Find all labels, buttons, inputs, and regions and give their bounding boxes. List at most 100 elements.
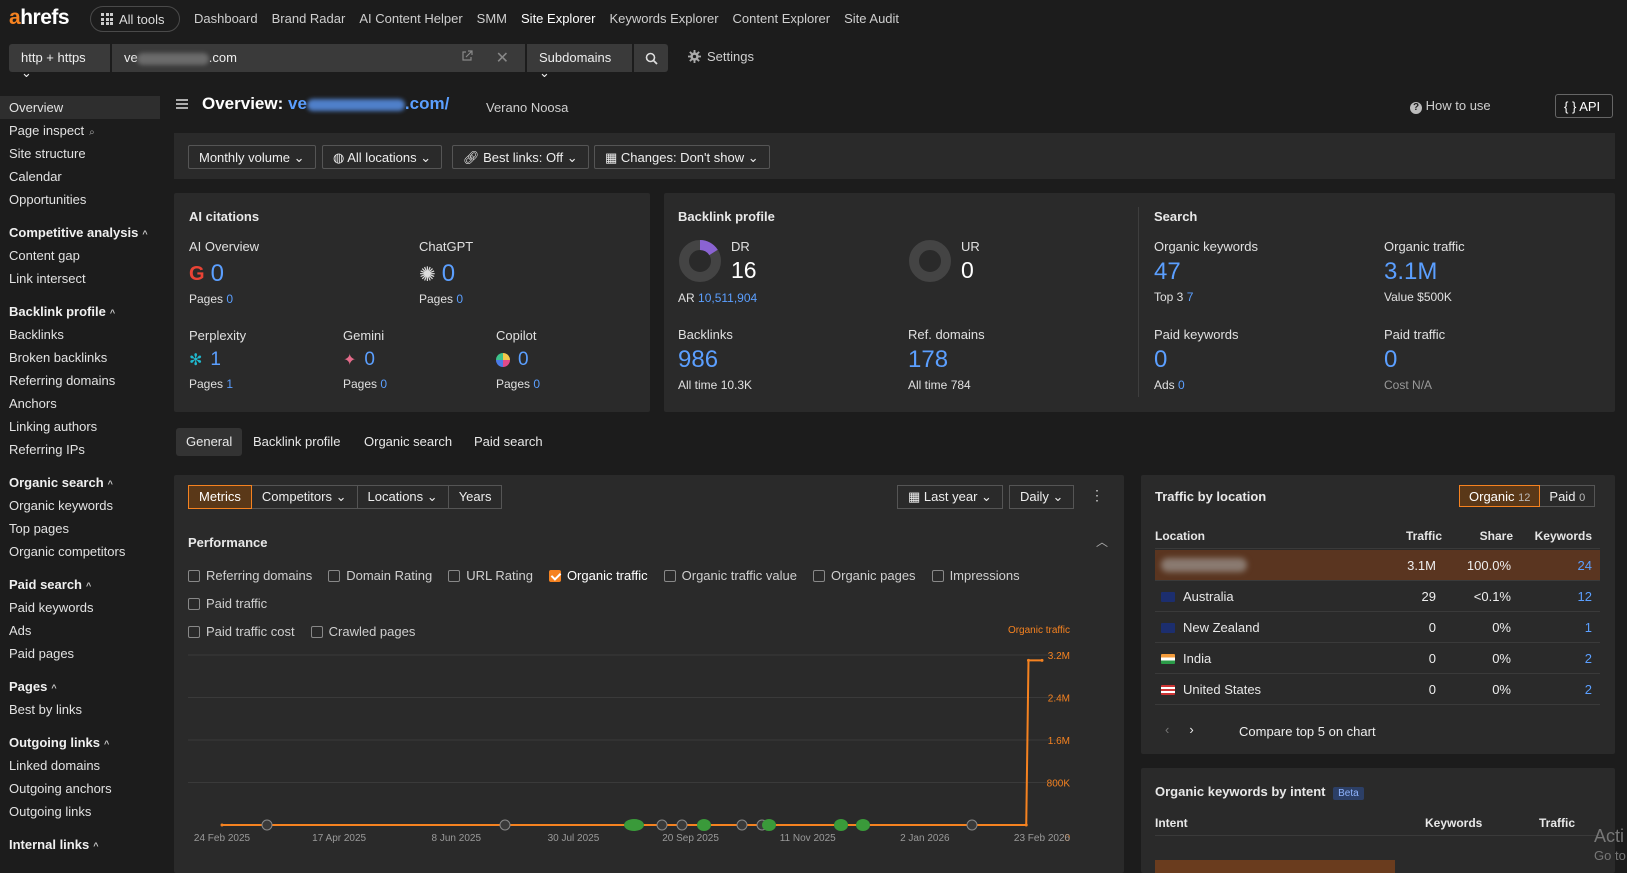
sidebar-item-outgoing-anchors[interactable]: Outgoing anchors — [9, 781, 112, 796]
organic-toggle[interactable]: Organic 12 — [1459, 485, 1541, 507]
ahrefs-logo[interactable]: ahrefs — [9, 6, 70, 29]
nav-site-explorer[interactable]: Site Explorer — [521, 11, 596, 26]
share-cell: 0% — [1492, 620, 1511, 635]
x-tick-label: 20 Sep 2025 — [662, 833, 719, 844]
location-row[interactable]: United States 0 0% 2 — [1155, 674, 1600, 705]
compare-top5-link[interactable]: Compare top 5 on chart — [1239, 724, 1376, 739]
sidebar-group-backlink-profile[interactable]: Backlink profile ^ — [9, 304, 116, 319]
tab-organic-search[interactable]: Organic search — [364, 434, 453, 449]
sidebar-group-organic-search[interactable]: Organic search ^ — [9, 475, 113, 490]
tab-paid-search[interactable]: Paid search — [474, 434, 543, 449]
checkbox-paid-traffic-cost[interactable]: Paid traffic cost — [188, 619, 295, 645]
api-button[interactable]: { } API — [1555, 94, 1613, 118]
sidebar-item-ads[interactable]: Ads — [9, 623, 32, 638]
checkbox-referring-domains[interactable]: Referring domains — [188, 563, 312, 589]
sidebar-item-overview[interactable]: Overview — [0, 96, 160, 119]
years-button[interactable]: Years — [448, 485, 503, 509]
url-input[interactable]: ve .com ✕ — [112, 44, 525, 72]
chevron-right-icon[interactable]: › — [1189, 722, 1194, 737]
keywords-cell[interactable]: 24 — [1577, 558, 1592, 573]
sidebar-item-page-inspect[interactable]: Page inspect ⌕ — [9, 123, 95, 138]
all-tools-button[interactable]: All tools — [90, 6, 180, 32]
traffic-cell: 3.1M — [1407, 558, 1436, 573]
settings-button[interactable]: Settings — [688, 49, 754, 64]
how-to-use-link[interactable]: ? How to use — [1410, 98, 1491, 114]
paid-toggle[interactable]: Paid 0 — [1540, 485, 1596, 507]
sidebar-item-best-by-links[interactable]: Best by links — [9, 702, 82, 717]
more-options-icon[interactable]: ⋮ — [1090, 487, 1104, 503]
sidebar-item-organic-competitors[interactable]: Organic competitors — [9, 544, 126, 559]
keywords-cell[interactable]: 2 — [1584, 651, 1592, 666]
competitors-button[interactable]: Competitors ⌄ — [251, 485, 358, 509]
collapse-icon[interactable]: ︿ — [1096, 535, 1109, 549]
metrics-button[interactable]: Metrics — [188, 485, 252, 509]
tab-general[interactable]: General — [176, 428, 243, 456]
chevron-down-icon: ⌄ — [539, 65, 550, 80]
location-row[interactable]: New Zealand 0 0% 1 — [1155, 612, 1600, 643]
sidebar-item-referring-ips[interactable]: Referring IPs — [9, 442, 85, 457]
sidebar-item-site-structure[interactable]: Site structure — [9, 146, 86, 161]
sidebar-item-referring-domains[interactable]: Referring domains — [9, 373, 116, 388]
location-row[interactable]: India 0 0% 2 — [1155, 643, 1600, 674]
sidebar-item-link-intersect[interactable]: Link intersect — [9, 271, 86, 286]
locations-filter[interactable]: ◍ All locations ⌄ — [322, 145, 443, 169]
sidebar-group-pages[interactable]: Pages ^ — [9, 679, 57, 694]
keywords-cell[interactable]: 2 — [1584, 682, 1592, 697]
nav-keywords-explorer[interactable]: Keywords Explorer — [609, 11, 719, 26]
sidebar-item-anchors[interactable]: Anchors — [9, 396, 57, 411]
unchecked-box-icon — [448, 570, 461, 582]
sidebar-item-linked-domains[interactable]: Linked domains — [9, 758, 101, 773]
sidebar-item-backlinks[interactable]: Backlinks — [9, 327, 64, 342]
protocol-select[interactable]: http + https ⌄ — [9, 44, 110, 80]
checkbox-url-rating[interactable]: URL Rating — [448, 563, 533, 589]
sidebar-item-outgoing-links[interactable]: Outgoing links — [9, 804, 92, 819]
mode-select[interactable]: Subdomains ⌄ — [527, 44, 632, 80]
volume-filter[interactable]: Monthly volume ⌄ — [188, 145, 316, 169]
sidebar-item-top-pages[interactable]: Top pages — [9, 521, 69, 536]
checkbox-domain-rating[interactable]: Domain Rating — [328, 563, 432, 589]
sidebar-item-content-gap[interactable]: Content gap — [9, 248, 80, 263]
checkbox-organic-traffic-value[interactable]: Organic traffic value — [663, 563, 797, 589]
date-range-button[interactable]: ▦ Last year ⌄ — [897, 485, 1003, 509]
granularity-button[interactable]: Daily ⌄ — [1009, 485, 1075, 509]
chevron-left-icon[interactable]: ‹ — [1165, 722, 1170, 737]
sidebar-item-organic-keywords[interactable]: Organic keywords — [9, 498, 114, 513]
tab-backlink-profile[interactable]: Backlink profile — [253, 434, 341, 449]
keywords-cell[interactable]: 12 — [1577, 589, 1592, 604]
best-links-filter[interactable]: 🔗︎ Best links: Off ⌄ — [452, 145, 589, 169]
sidebar-item-linking-authors[interactable]: Linking authors — [9, 419, 98, 434]
checkbox-organic-pages[interactable]: Organic pages — [813, 563, 916, 589]
perplexity-metric: Perplexity ✻ 1 Pages 1 — [189, 328, 247, 391]
nav-site-audit[interactable]: Site Audit — [844, 11, 900, 26]
metric-checkboxes: Referring domains Domain Rating URL Rating… — [188, 563, 1108, 647]
nav-brand-radar[interactable]: Brand Radar — [271, 11, 346, 26]
checkbox-crawled-pages[interactable]: Crawled pages — [310, 619, 415, 645]
checkbox-paid-traffic[interactable]: Paid traffic — [188, 591, 267, 617]
sidebar-item-calendar[interactable]: Calendar — [9, 169, 62, 184]
sidebar-item-broken-backlinks[interactable]: Broken backlinks — [9, 350, 108, 365]
x-tick-label: 23 Feb 2026 — [1014, 833, 1071, 844]
checkbox-label: Paid traffic — [206, 596, 268, 611]
sidebar-item-paid-pages[interactable]: Paid pages — [9, 646, 75, 661]
sidebar-group-competitive-analysis[interactable]: Competitive analysis ^ — [9, 225, 148, 240]
keywords-cell[interactable]: 1 — [1584, 620, 1592, 635]
nav-content-explorer[interactable]: Content Explorer — [732, 11, 831, 26]
location-row[interactable]: Australia 29 <0.1% 12 — [1155, 581, 1600, 612]
sidebar-group-internal-links[interactable]: Internal links ^ — [9, 837, 99, 852]
sidebar-group-paid-search[interactable]: Paid search ^ — [9, 577, 92, 592]
menu-icon[interactable] — [176, 98, 188, 113]
checkbox-impressions[interactable]: Impressions — [931, 563, 1020, 589]
sidebar-item-paid-keywords[interactable]: Paid keywords — [9, 600, 94, 615]
checkbox-organic-traffic[interactable]: Organic traffic — [548, 563, 648, 589]
changes-filter[interactable]: ▦ Changes: Don't show ⌄ — [594, 145, 770, 169]
external-link-icon[interactable] — [461, 50, 473, 65]
location-row[interactable]: 3.1M 100.0% 24 — [1155, 550, 1600, 581]
nav-dashboard[interactable]: Dashboard — [194, 11, 258, 26]
search-button[interactable] — [634, 44, 668, 72]
nav-ai-content-helper[interactable]: AI Content Helper — [359, 11, 463, 26]
locations-button[interactable]: Locations ⌄ — [357, 485, 449, 509]
nav-smm[interactable]: SMM — [476, 11, 508, 26]
sidebar-group-outgoing-links[interactable]: Outgoing links ^ — [9, 735, 110, 750]
sidebar-item-opportunities[interactable]: Opportunities — [9, 192, 87, 207]
clear-icon[interactable]: ✕ — [495, 50, 509, 67]
